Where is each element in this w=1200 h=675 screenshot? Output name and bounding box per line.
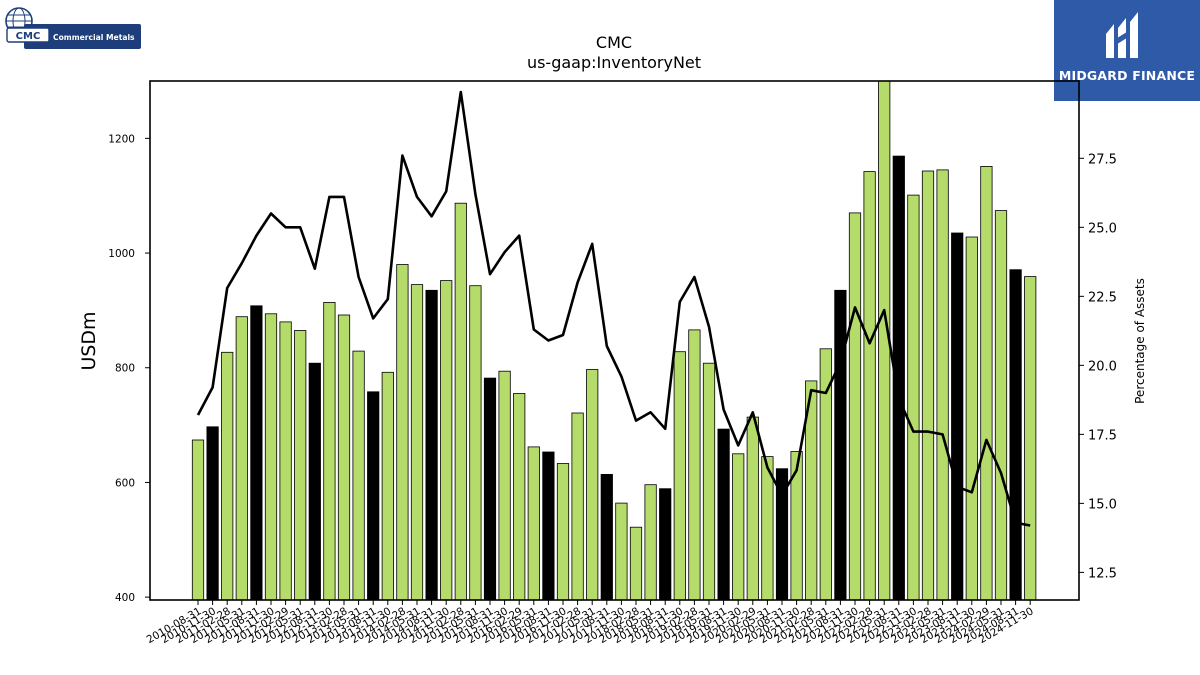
bar [425, 289, 438, 601]
bar [921, 170, 935, 601]
bar [951, 232, 964, 601]
bar [600, 473, 613, 601]
y-tick-label: 600 [115, 477, 135, 489]
bar [994, 210, 1008, 601]
bar [586, 369, 599, 601]
bar [308, 362, 321, 601]
bar [907, 194, 920, 601]
bar [279, 321, 292, 601]
y-axis-right: 12.5 15.0 17.5 20.0 22.5 25.0 27.5 [1079, 152, 1117, 581]
bar [659, 488, 672, 601]
bar [1024, 276, 1037, 601]
bar [644, 484, 657, 601]
bar [454, 202, 467, 601]
bar [483, 377, 497, 601]
y-tick-label: 1000 [108, 248, 135, 260]
bar [396, 264, 409, 601]
bar [732, 453, 745, 601]
bar [264, 313, 278, 601]
y2-tick-label: 12.5 [1088, 566, 1117, 581]
bar [790, 451, 803, 601]
bar [191, 439, 205, 601]
bar [440, 280, 453, 601]
bar [542, 451, 555, 601]
y2-axis-label: Percentage of Assets [1133, 278, 1147, 404]
bar [615, 502, 628, 601]
bar [863, 171, 876, 601]
bar [513, 393, 526, 601]
y-tick-label: 1200 [108, 133, 135, 145]
y2-tick-label: 15.0 [1088, 497, 1117, 512]
bar [352, 350, 365, 601]
bar [848, 212, 862, 601]
bar [556, 463, 570, 601]
y2-tick-label: 22.5 [1088, 290, 1117, 305]
bar [717, 428, 730, 601]
bar [294, 330, 307, 601]
logo-acronym: CMC [16, 31, 41, 42]
y2-tick-label: 20.0 [1088, 359, 1117, 374]
bar-series [191, 80, 1037, 601]
bar [746, 416, 759, 601]
bar [673, 351, 686, 601]
bar [381, 371, 394, 601]
bar [761, 456, 774, 601]
y-axis-label: USDm [78, 311, 100, 370]
bar [337, 314, 351, 601]
percentage-line [196, 90, 1031, 527]
bar [527, 446, 540, 601]
bar [629, 526, 643, 601]
x-axis: 2010-08-312010-11-302011-02-282011-05-31… [145, 600, 1036, 646]
bar [936, 169, 949, 601]
y2-tick-label: 27.5 [1088, 152, 1117, 167]
bar [965, 236, 978, 601]
bar [688, 329, 701, 601]
bar [498, 370, 511, 601]
y-axis-left: 400 600 800 1000 1200 [108, 133, 150, 604]
y2-tick-label: 25.0 [1088, 221, 1117, 236]
bar [323, 301, 336, 601]
bar [235, 316, 248, 601]
bar [1009, 269, 1022, 601]
bar [221, 351, 234, 601]
bar [571, 412, 584, 601]
commercial-metals-logo: CMC Commercial Metals [4, 6, 144, 52]
chart-subtitle: us-gaap:InventoryNet [527, 53, 701, 72]
bar [367, 391, 380, 601]
y-tick-label: 400 [115, 592, 135, 604]
bar [250, 305, 263, 601]
bar [206, 426, 219, 601]
percentage-line-series [196, 90, 1031, 527]
chart-title: CMC [596, 33, 632, 52]
bar [410, 284, 424, 601]
logo-company-name: Commercial Metals [53, 33, 135, 42]
bar [834, 289, 847, 601]
logo-brand-name: MIDGARD FINANCE [1058, 68, 1196, 83]
bar [702, 362, 716, 601]
bar [980, 165, 993, 601]
bar [469, 285, 482, 601]
y-tick-label: 800 [115, 363, 135, 375]
plot-frame [149, 80, 1080, 601]
y2-tick-label: 17.5 [1088, 428, 1117, 443]
